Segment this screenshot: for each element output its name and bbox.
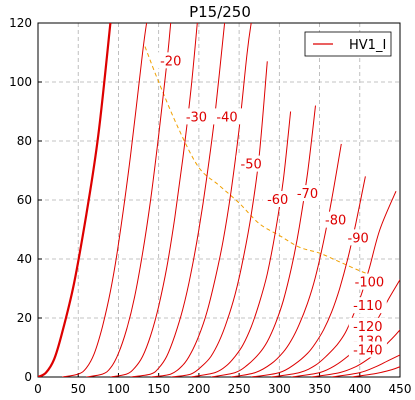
x-tick-label: 300	[268, 382, 291, 396]
grid-voltage-labels: -20-30-40-50-60-70-80-90-100-110-120-130…	[155, 52, 389, 358]
label-bg	[343, 229, 374, 246]
y-tick-label: 60	[17, 193, 32, 207]
chart-title: P15/250	[189, 3, 251, 21]
y-tick-label: 40	[17, 252, 32, 266]
curve-grid-minus-10	[62, 23, 148, 377]
grid-voltage-label: -40	[216, 110, 237, 125]
grid-voltage-label: -60	[267, 193, 288, 208]
grid-voltage-label: -110	[353, 299, 383, 314]
grid-voltage-label: -50	[241, 158, 262, 173]
label-bg	[212, 108, 243, 125]
curve-grid-minus-100	[251, 176, 366, 377]
y-tick-label: 100	[9, 75, 32, 89]
load-line-path	[144, 46, 377, 278]
x-tick-label: 200	[187, 382, 210, 396]
y-tick-label: 120	[9, 16, 32, 30]
label-bg	[348, 341, 387, 358]
label-bg	[348, 297, 387, 314]
x-tick-label: 250	[228, 382, 251, 396]
label-bg	[320, 211, 351, 228]
grid-voltage-label: -100	[355, 276, 385, 291]
label-bg	[292, 185, 323, 202]
label-bg	[262, 191, 293, 207]
grid-voltage-label: -20	[160, 54, 181, 69]
axes: 0 50 100 150 200 250 300 350 400 450 0 20 40 60 80 100 1…	[9, 16, 411, 396]
x-tick-label: 350	[308, 382, 331, 396]
y-tick-label: 0	[24, 370, 32, 384]
curve-grid-minus-70	[190, 111, 292, 377]
grid-voltage-label: -80	[325, 214, 346, 229]
x-tick-label: 100	[107, 382, 130, 396]
grid-voltage-label: -90	[348, 231, 369, 246]
x-tick-label: 450	[389, 382, 412, 396]
curve-grid-minus-130	[311, 329, 400, 377]
curve-grid-minus-40	[130, 23, 226, 377]
y-tick-label: 80	[17, 134, 32, 148]
grid-voltage-label: -30	[186, 110, 207, 125]
plate-curves	[38, 23, 400, 377]
curve-grid-minus-140	[331, 354, 400, 377]
curve-grid-minus-30	[110, 23, 198, 377]
legend-entry: HV1_I	[349, 38, 386, 53]
x-tick-label: 0	[34, 382, 42, 396]
x-tick-label: 50	[71, 382, 86, 396]
curve-grid-minus-90	[231, 143, 342, 377]
x-tick-label: 150	[147, 382, 170, 396]
curve-grid-0	[38, 23, 112, 377]
x-tick-label: 400	[348, 382, 371, 396]
label-bg	[181, 108, 212, 125]
label-bg	[350, 273, 389, 290]
label-bg	[155, 52, 186, 69]
curve-grid-minus-80	[210, 105, 316, 377]
curve-grid-minus-60	[170, 61, 268, 377]
grid-voltage-label: -140	[353, 343, 383, 358]
curve-grid-minus-20	[86, 23, 172, 377]
label-bg	[348, 317, 387, 334]
grid-voltage-label: -120	[353, 320, 383, 335]
load-line	[144, 46, 377, 278]
y-tick-label: 20	[17, 311, 32, 325]
grid-voltage-label: -70	[297, 187, 318, 202]
legend: HV1_I	[304, 31, 392, 57]
label-bg	[236, 155, 267, 172]
curve-grid-minus-110	[271, 191, 397, 377]
curve-grid-minus-150	[351, 366, 400, 377]
